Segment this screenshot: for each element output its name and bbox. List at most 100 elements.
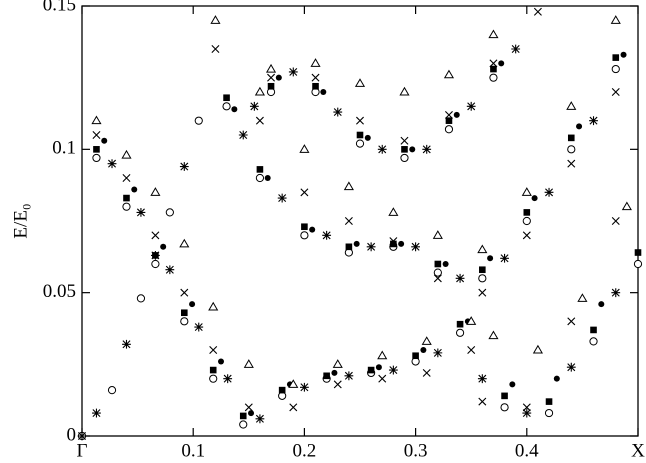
marker bbox=[300, 382, 309, 392]
marker bbox=[377, 350, 388, 360]
marker bbox=[433, 268, 442, 277]
marker bbox=[412, 352, 419, 360]
marker bbox=[248, 410, 255, 417]
marker bbox=[576, 123, 583, 130]
marker bbox=[150, 251, 160, 260]
marker bbox=[455, 273, 465, 283]
y-tick-label: 0 bbox=[67, 424, 77, 445]
marker bbox=[301, 223, 308, 231]
marker bbox=[444, 110, 453, 119]
y-axis-label: E/E₀ bbox=[10, 203, 31, 238]
marker bbox=[310, 58, 321, 67]
marker bbox=[218, 358, 224, 365]
marker bbox=[107, 159, 117, 169]
marker bbox=[323, 372, 330, 380]
marker bbox=[489, 59, 498, 68]
x-tick-label: X bbox=[631, 440, 645, 461]
marker bbox=[421, 336, 432, 345]
marker bbox=[238, 130, 248, 140]
marker bbox=[490, 65, 497, 73]
marker bbox=[498, 60, 505, 67]
marker bbox=[577, 293, 588, 302]
marker bbox=[107, 386, 117, 395]
marker bbox=[522, 408, 532, 418]
marker bbox=[344, 217, 353, 225]
marker bbox=[544, 408, 554, 418]
marker bbox=[375, 364, 382, 371]
marker bbox=[377, 144, 387, 154]
marker bbox=[267, 73, 276, 82]
marker bbox=[123, 194, 130, 202]
marker bbox=[388, 207, 399, 216]
marker bbox=[180, 288, 189, 297]
marker bbox=[445, 117, 453, 124]
marker bbox=[354, 78, 366, 87]
y-tick-label: 0.15 bbox=[43, 0, 76, 15]
marker bbox=[400, 136, 409, 145]
y-tick-label: 0.05 bbox=[43, 281, 76, 302]
marker bbox=[122, 202, 131, 211]
marker bbox=[611, 288, 621, 298]
marker bbox=[322, 230, 332, 240]
marker bbox=[239, 420, 248, 429]
marker bbox=[345, 243, 353, 251]
marker bbox=[432, 230, 443, 239]
marker bbox=[264, 175, 271, 181]
marker bbox=[333, 107, 343, 117]
marker bbox=[256, 166, 264, 173]
marker bbox=[367, 366, 375, 374]
marker bbox=[522, 403, 531, 412]
marker bbox=[299, 144, 310, 153]
marker bbox=[275, 74, 282, 81]
marker bbox=[265, 63, 277, 73]
marker bbox=[545, 398, 553, 405]
marker bbox=[356, 131, 364, 139]
marker bbox=[567, 145, 576, 154]
marker bbox=[101, 137, 108, 144]
marker bbox=[409, 146, 416, 153]
marker bbox=[249, 101, 259, 111]
marker bbox=[211, 45, 220, 53]
marker bbox=[255, 414, 265, 424]
marker bbox=[620, 51, 627, 58]
marker bbox=[422, 368, 431, 377]
marker bbox=[93, 146, 100, 153]
marker bbox=[231, 106, 238, 113]
marker bbox=[179, 162, 189, 171]
marker bbox=[92, 408, 101, 418]
plot-frame bbox=[81, 5, 639, 437]
marker bbox=[165, 208, 174, 217]
marker bbox=[433, 274, 442, 283]
marker bbox=[208, 301, 219, 311]
marker bbox=[209, 346, 218, 354]
marker bbox=[598, 301, 605, 308]
marker bbox=[136, 294, 146, 303]
marker bbox=[189, 301, 196, 308]
marker bbox=[533, 7, 542, 16]
marker bbox=[589, 116, 598, 126]
marker bbox=[566, 101, 577, 110]
marker bbox=[522, 216, 531, 226]
marker bbox=[590, 326, 597, 334]
marker bbox=[389, 237, 398, 246]
marker bbox=[611, 88, 620, 96]
marker bbox=[434, 260, 442, 268]
marker bbox=[333, 380, 342, 389]
marker bbox=[194, 322, 204, 332]
marker bbox=[422, 144, 432, 154]
marker bbox=[300, 188, 309, 197]
marker bbox=[398, 240, 405, 247]
marker bbox=[181, 309, 188, 317]
marker bbox=[478, 274, 487, 283]
marker bbox=[466, 101, 476, 111]
marker bbox=[567, 159, 576, 168]
marker bbox=[479, 266, 486, 274]
marker bbox=[92, 153, 101, 163]
marker bbox=[532, 344, 543, 354]
marker bbox=[332, 359, 343, 368]
marker bbox=[179, 238, 190, 248]
marker bbox=[487, 255, 494, 262]
marker bbox=[509, 381, 516, 388]
marker bbox=[611, 64, 620, 74]
